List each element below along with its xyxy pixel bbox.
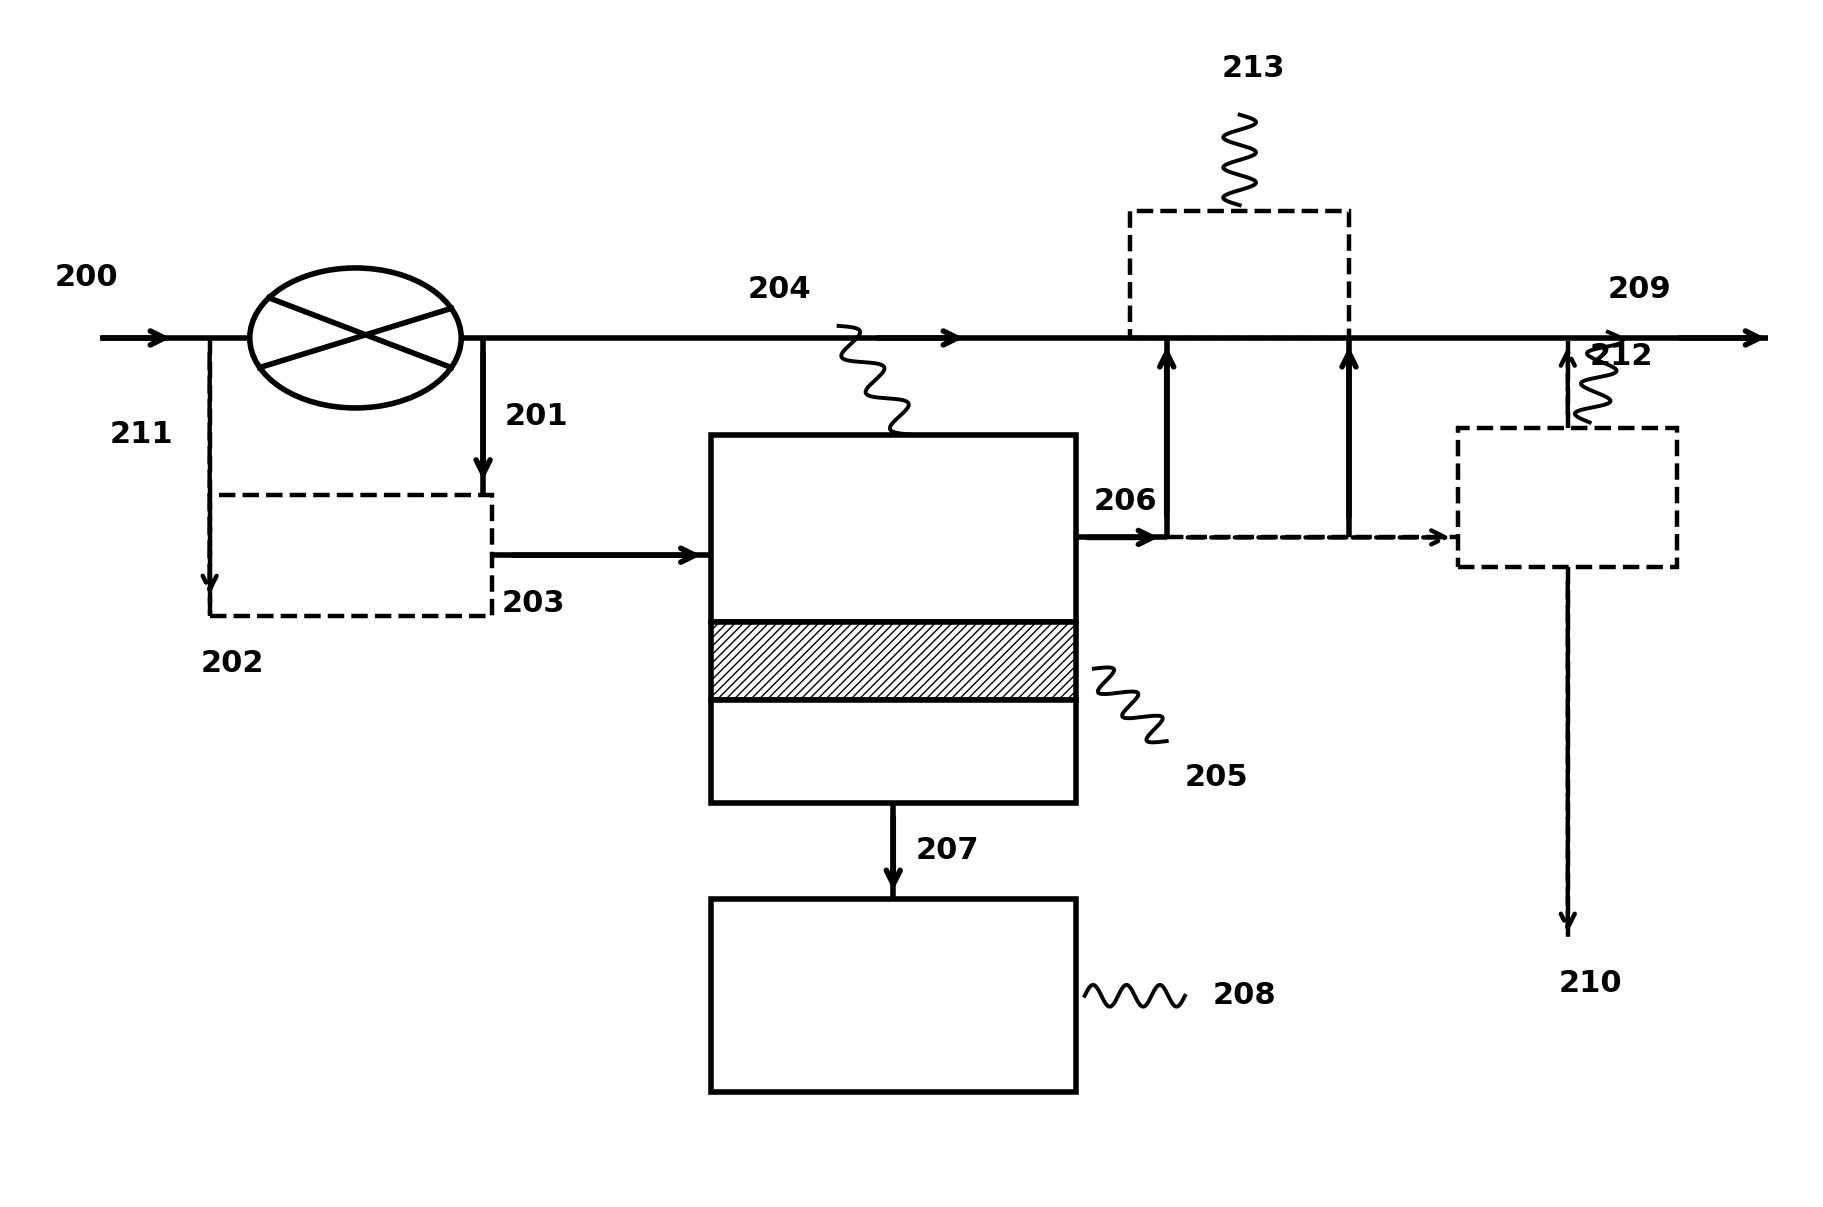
Text: 207: 207 xyxy=(915,836,979,865)
Bar xyxy=(711,435,1076,622)
Text: 212: 212 xyxy=(1590,342,1653,371)
Text: 200: 200 xyxy=(55,263,118,292)
Bar xyxy=(711,700,1076,803)
Text: 210: 210 xyxy=(1559,969,1622,998)
Text: 204: 204 xyxy=(747,275,811,304)
Bar xyxy=(711,622,1076,700)
Text: 209: 209 xyxy=(1608,275,1672,304)
Text: 208: 208 xyxy=(1212,981,1276,1010)
Text: 205: 205 xyxy=(1185,763,1249,792)
Bar xyxy=(1458,428,1677,567)
Text: 213: 213 xyxy=(1221,54,1285,83)
Bar xyxy=(1130,211,1349,338)
Text: 203: 203 xyxy=(501,589,565,618)
Text: 202: 202 xyxy=(201,649,264,678)
Text: 201: 201 xyxy=(505,402,569,431)
Text: 211: 211 xyxy=(109,420,173,449)
Text: 206: 206 xyxy=(1094,486,1158,515)
Bar xyxy=(210,495,492,616)
Bar xyxy=(711,899,1076,1092)
